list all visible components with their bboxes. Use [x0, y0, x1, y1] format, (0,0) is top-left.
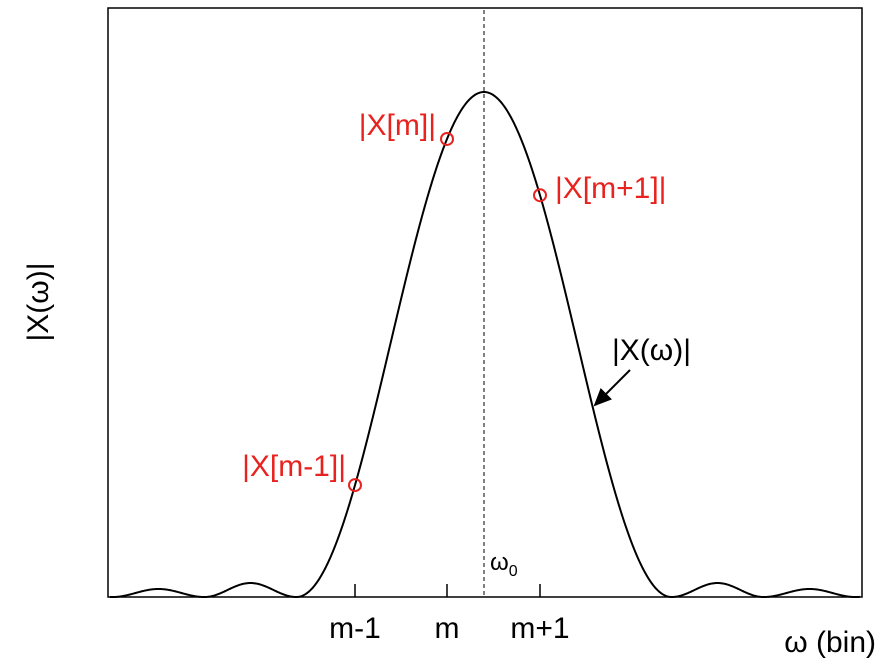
x-tick-label: m — [435, 612, 460, 645]
sample-point — [533, 188, 547, 203]
y-axis-label: |X(ω)| — [22, 263, 55, 342]
x-tick-label: m+1 — [510, 612, 569, 645]
center-label: ω0 — [490, 549, 518, 580]
sample-label: |X[m+1]| — [555, 172, 666, 205]
sample-label: |X[m]| — [359, 109, 436, 142]
sample-point — [348, 478, 362, 493]
sample-point — [440, 131, 454, 146]
center-label-subscript: 0 — [509, 563, 518, 580]
sample-label: |X[m-1]| — [242, 450, 346, 483]
spectrum-curve — [109, 90, 861, 599]
curve-label: |X(ω)| — [612, 334, 691, 367]
samples — [348, 131, 547, 493]
x-axis-label: ω (bin) — [784, 626, 876, 659]
frame — [107, 7, 863, 598]
curve-arrow — [593, 369, 631, 407]
center-label-base: ω — [490, 549, 509, 576]
x-tick-label: m-1 — [329, 612, 381, 645]
